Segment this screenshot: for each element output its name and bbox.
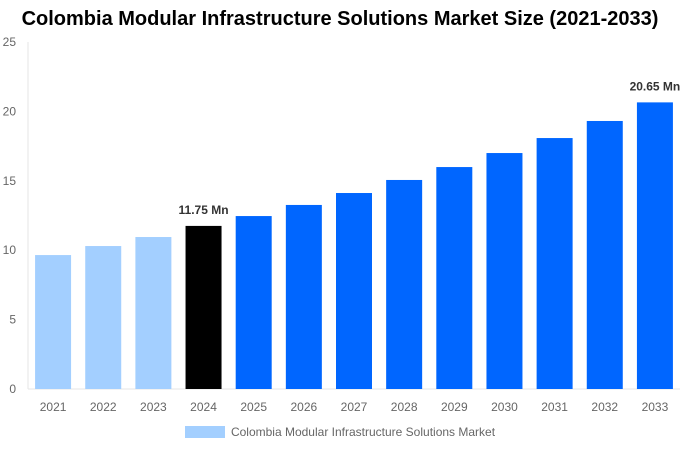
bar-2032 (586, 120, 623, 389)
bar-2025 (235, 216, 272, 389)
x-tick-label: 2033 (642, 400, 669, 414)
bar-2022 (85, 246, 122, 389)
x-tick-label: 2028 (391, 400, 418, 414)
x-tick-label: 2031 (541, 400, 568, 414)
y-tick-label: 15 (3, 174, 17, 188)
x-tick-label: 2027 (341, 400, 368, 414)
bar-2021 (35, 255, 72, 389)
bar-2026 (285, 204, 322, 389)
bar-2023 (135, 237, 172, 389)
y-tick-label: 5 (9, 313, 16, 327)
x-tick-label: 2022 (90, 400, 117, 414)
bar-2033 (636, 102, 673, 390)
bar-2031 (536, 138, 573, 389)
x-tick-label: 2025 (240, 400, 267, 414)
x-tick-label: 2023 (140, 400, 167, 414)
y-tick-label: 0 (9, 382, 16, 396)
legend: Colombia Modular Infrastructure Solution… (0, 425, 680, 439)
x-tick-label: 2024 (190, 400, 217, 414)
data-label: 11.75 Mn (179, 203, 229, 217)
data-label: 20.65 Mn (630, 79, 680, 93)
chart-title: Colombia Modular Infrastructure Solution… (21, 8, 659, 30)
bar-2028 (386, 179, 423, 389)
y-tick-label: 20 (3, 104, 17, 118)
bar-2029 (436, 167, 473, 389)
x-tick-label: 2026 (290, 400, 317, 414)
x-tick-label: 2029 (441, 400, 468, 414)
legend-label: Colombia Modular Infrastructure Solution… (230, 425, 496, 439)
legend-swatch (184, 426, 225, 438)
y-tick-label: 25 (3, 35, 17, 49)
y-tick-label: 10 (3, 243, 17, 257)
x-tick-label: 2032 (591, 400, 618, 414)
bar-2030 (486, 153, 523, 389)
x-tick-label: 2030 (491, 400, 518, 414)
bar-2027 (336, 193, 372, 389)
x-tick-label: 2021 (40, 400, 67, 414)
bar-2024 (185, 225, 222, 389)
